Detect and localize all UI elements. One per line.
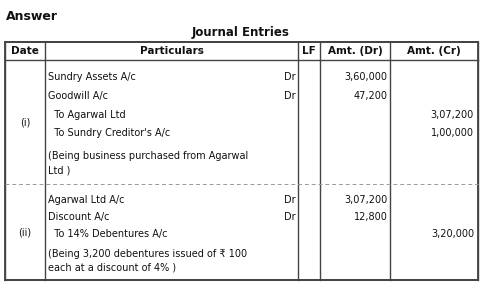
Text: Date: Date [11, 46, 39, 56]
Text: Amt. (Cr): Amt. (Cr) [407, 46, 461, 56]
Text: Goodwill A/c: Goodwill A/c [48, 91, 108, 101]
Text: To Agarwal Ltd: To Agarwal Ltd [48, 110, 126, 120]
Text: 3,60,000: 3,60,000 [344, 72, 387, 82]
Text: (i): (i) [20, 117, 30, 127]
Text: 47,200: 47,200 [354, 91, 387, 101]
Text: (Being business purchased from Agarwal: (Being business purchased from Agarwal [48, 151, 248, 161]
Text: Agarwal Ltd A/c: Agarwal Ltd A/c [48, 195, 125, 205]
Text: Dr: Dr [284, 212, 295, 222]
Bar [5, 42, 478, 280]
Text: LF: LF [302, 46, 316, 56]
Text: Sundry Assets A/c: Sundry Assets A/c [48, 72, 136, 82]
Text: Dr: Dr [284, 91, 295, 101]
Text: 3,07,200: 3,07,200 [431, 110, 474, 120]
Text: Answer: Answer [6, 10, 58, 23]
Text: Dr: Dr [284, 72, 295, 82]
Text: (ii): (ii) [18, 227, 32, 237]
Text: 3,07,200: 3,07,200 [344, 195, 387, 205]
Text: Dr: Dr [284, 195, 295, 205]
Text: Journal Entries: Journal Entries [192, 26, 290, 39]
Text: To 14% Debentures A/c: To 14% Debentures A/c [48, 229, 168, 239]
Text: (Being 3,200 debentures issued of ₹ 100: (Being 3,200 debentures issued of ₹ 100 [48, 249, 247, 259]
Text: Discount A/c: Discount A/c [48, 212, 110, 222]
Text: To Sundry Creditor's A/c: To Sundry Creditor's A/c [48, 128, 170, 138]
Text: Amt. (Dr): Amt. (Dr) [327, 46, 383, 56]
Text: each at a discount of 4% ): each at a discount of 4% ) [48, 262, 176, 272]
Text: Ltd ): Ltd ) [48, 165, 71, 175]
Text: 3,20,000: 3,20,000 [431, 229, 474, 239]
Text: 12,800: 12,800 [354, 212, 387, 222]
Text: Particulars: Particulars [140, 46, 204, 56]
Text: 1,00,000: 1,00,000 [431, 128, 474, 138]
